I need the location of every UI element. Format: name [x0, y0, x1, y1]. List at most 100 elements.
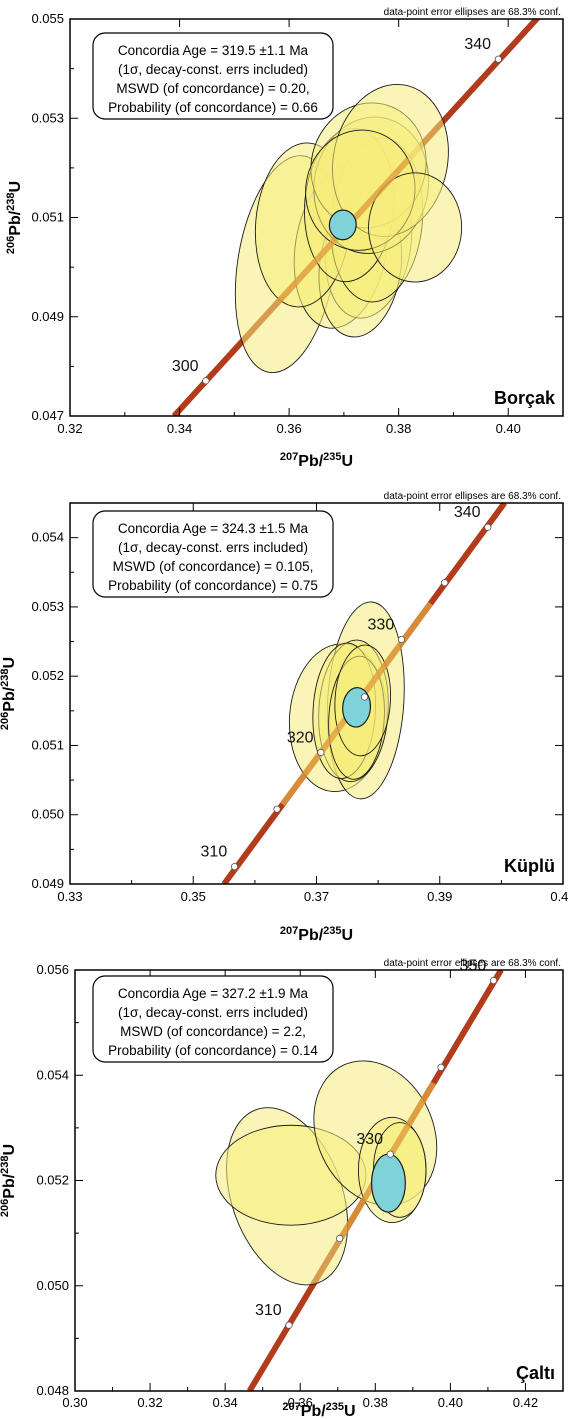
- x-tick-label: 0.32: [137, 1395, 162, 1410]
- info-box-line: MSWD (of concordance) = 2.2,: [120, 1024, 306, 1039]
- y-tick-label: 0.050: [31, 807, 64, 822]
- y-tick-label: 0.052: [36, 1173, 69, 1188]
- age-marker: [397, 635, 406, 644]
- x-tick-label: 0.32: [57, 421, 82, 436]
- age-marker: [360, 693, 369, 701]
- y-tick-label: 0.053: [31, 110, 64, 125]
- y-axis-label-iso: 206: [0, 712, 11, 730]
- x-tick-label: 0.41: [550, 889, 568, 904]
- age-label: 340: [464, 36, 491, 53]
- error-ellipse-note: data-point error ellipses are 68.3% conf…: [384, 491, 561, 502]
- y-axis-label-iso: 206: [0, 1199, 11, 1217]
- info-box-line: (1σ, decay-const. errs included): [118, 1005, 308, 1020]
- x-tick-label: 0.40: [438, 1395, 463, 1410]
- age-marker: [202, 377, 210, 385]
- x-tick-label: 0.38: [386, 421, 411, 436]
- info-box-line: (1σ, decay-const. errs included): [118, 62, 308, 77]
- age-marker: [489, 976, 498, 985]
- age-label: 330: [368, 616, 395, 633]
- y-axis-label-iso2: 238: [0, 1155, 11, 1173]
- x-tick-label: 0.39: [427, 889, 452, 904]
- info-box-line: Probability (of concordance) = 0.14: [108, 1043, 318, 1058]
- y-tick-label: 0.049: [31, 876, 64, 891]
- y-axis-label: 206Pb/238U: [5, 181, 24, 254]
- y-axis-label: 206Pb/238U: [0, 1144, 18, 1217]
- y-tick-label: 0.047: [31, 408, 64, 423]
- age-label: 320: [287, 729, 314, 746]
- x-tick-label: 0.35: [181, 889, 206, 904]
- x-tick-label: 0.33: [57, 889, 82, 904]
- info-box-line: MSWD (of concordance) = 0.105,: [113, 559, 314, 574]
- plot-area: [171, 19, 541, 416]
- y-axis-label: 206Pb/238U: [0, 657, 18, 730]
- site-label: Çaltı: [516, 1363, 555, 1383]
- x-tick-label: 0.37: [304, 889, 329, 904]
- x-tick-label: 0.36: [276, 421, 301, 436]
- y-tick-label: 0.053: [31, 599, 64, 614]
- x-tick-label: 0.36: [288, 1395, 313, 1410]
- y-axis-label-el2: U: [1, 657, 18, 669]
- error-ellipse-note: data-point error ellipses are 68.3% conf…: [384, 958, 561, 969]
- plot-area: [221, 503, 507, 884]
- site-label: Küplü: [504, 856, 555, 876]
- x-tick-label: 0.34: [167, 421, 192, 436]
- y-tick-label: 0.055: [31, 11, 64, 26]
- y-tick-label: 0.049: [31, 309, 64, 324]
- x-axis-label-iso: 207: [280, 925, 298, 937]
- x-axis-label-el2: U: [342, 927, 354, 944]
- x-axis-label-iso2: 235: [326, 1401, 344, 1413]
- age-marker: [494, 55, 502, 63]
- x-axis-label-el2: U: [342, 453, 354, 470]
- y-axis-label-iso2: 238: [5, 192, 17, 210]
- age-label: 300: [172, 358, 199, 375]
- x-tick-label: 0.42: [513, 1395, 538, 1410]
- y-tick-label: 0.052: [31, 668, 64, 683]
- y-axis-label-el2: U: [1, 1144, 18, 1156]
- y-axis-label-iso2: 238: [0, 668, 11, 686]
- age-marker: [285, 1321, 293, 1329]
- x-axis-label: 207Pb/235U: [282, 1401, 355, 1419]
- age-label: 310: [201, 844, 228, 861]
- age-marker: [386, 1150, 394, 1158]
- site-label: Borçak: [494, 388, 556, 408]
- x-tick-label: 0.38: [363, 1395, 388, 1410]
- age-marker: [230, 863, 239, 871]
- age-label: 330: [356, 1131, 383, 1148]
- info-box-line: Concordia Age = 324.3 ±1.5 Ma: [118, 521, 309, 536]
- y-axis-label-iso: 206: [5, 236, 17, 254]
- concordia-age-ellipse: [328, 209, 357, 241]
- y-axis-label-el: Pb/: [1, 686, 18, 711]
- y-tick-label: 0.056: [36, 962, 69, 977]
- x-axis-label-iso: 207: [280, 451, 298, 463]
- y-tick-label: 0.054: [36, 1067, 69, 1082]
- x-axis-label-iso2: 235: [323, 925, 341, 937]
- x-axis-label-iso: 207: [282, 1401, 300, 1413]
- age-label: 340: [454, 504, 481, 521]
- y-axis-label-el: Pb/: [7, 210, 24, 235]
- age-marker: [441, 579, 449, 587]
- info-box-line: (1σ, decay-const. errs included): [118, 540, 308, 555]
- y-axis-label-el2: U: [7, 181, 24, 193]
- info-box-line: MSWD (of concordance) = 0.20,: [116, 81, 309, 96]
- y-tick-label: 0.051: [31, 737, 64, 752]
- y-tick-label: 0.054: [31, 530, 64, 545]
- y-tick-label: 0.048: [36, 1383, 69, 1398]
- age-label: 310: [255, 1302, 282, 1319]
- x-axis-label-el: Pb/: [301, 1403, 326, 1419]
- x-tick-label: 0.40: [496, 421, 521, 436]
- y-axis-label-el: Pb/: [1, 1173, 18, 1198]
- concordia-info-box: [92, 510, 334, 598]
- concordia-age-ellipse: [370, 1153, 406, 1213]
- x-axis-label-el: Pb/: [298, 453, 323, 470]
- y-tick-label: 0.051: [31, 210, 64, 225]
- concordia-panel-borcak: 300 340 0.32 0.34 0.36 0.38 0.40 0.047 0.049 0.05…: [5, 7, 564, 470]
- error-ellipse: [368, 172, 463, 283]
- x-axis-label: 207Pb/235U: [280, 925, 353, 944]
- age-marker: [484, 523, 492, 531]
- x-tick-label: 0.30: [62, 1395, 87, 1410]
- y-tick-label: 0.050: [36, 1278, 69, 1293]
- x-axis-label-el: Pb/: [298, 927, 323, 944]
- x-axis-label-el2: U: [344, 1403, 356, 1419]
- concordia-info-box: [92, 32, 334, 120]
